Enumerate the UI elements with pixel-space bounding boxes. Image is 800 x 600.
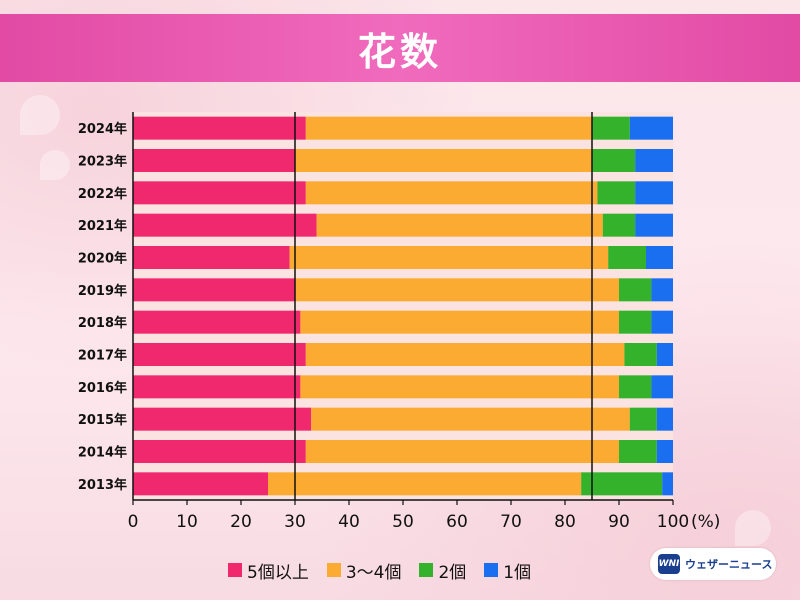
bar-2015年-2個 — [629, 407, 657, 431]
legend: 5個以上 3〜4個 2個 1個 — [228, 558, 531, 583]
x-unit-label: (%) — [691, 512, 720, 532]
bar-2022年-2個 — [597, 181, 636, 205]
bar-2018年-2個 — [619, 310, 652, 334]
legend-label-1: 1個 — [503, 562, 532, 583]
bar-2018年-3〜4個 — [300, 310, 619, 334]
bar-2017年-1個 — [656, 343, 673, 366]
legend-label-2: 2個 — [438, 562, 467, 583]
legend-item-5plus: 5個以上 — [228, 558, 309, 583]
y-tick-label: 2017年 — [78, 348, 127, 364]
legend-swatch-5plus — [228, 563, 242, 577]
bar-2023年-5個以上 — [133, 149, 295, 172]
legend-item-3to4: 3〜4個 — [326, 558, 402, 583]
x-tick-label: 100 — [657, 512, 689, 532]
bar-2017年-5個以上 — [133, 343, 306, 366]
bar-2017年-3〜4個 — [305, 343, 625, 366]
logo-text: ウェザーニュース — [685, 558, 773, 571]
plot-area — [133, 112, 673, 500]
x-tick-label: 80 — [554, 512, 576, 532]
bar-2024年-1個 — [629, 116, 673, 140]
bar-2018年-5個以上 — [133, 310, 301, 334]
x-tick-label: 0 — [128, 512, 139, 532]
bar-2020年-2個 — [608, 246, 646, 269]
bar-2018年-1個 — [651, 310, 673, 334]
legend-swatch-3to4 — [326, 563, 341, 577]
legend-item-2: 2個 — [419, 558, 466, 583]
bar-2021年-2個 — [602, 213, 636, 237]
bar-2015年-1個 — [656, 407, 673, 431]
bar-2024年-3〜4個 — [305, 116, 592, 140]
petal-decoration — [735, 510, 771, 546]
bar-2022年-3〜4個 — [305, 181, 598, 205]
y-tick-label: 2022年 — [78, 186, 127, 202]
weathernews-logo: WNI ウェザーニュース — [650, 548, 776, 580]
y-tick-label: 2020年 — [78, 251, 127, 267]
bar-2016年-3〜4個 — [300, 375, 619, 399]
bar-2017年-2個 — [624, 343, 657, 366]
y-tick-label: 2024年 — [78, 121, 127, 137]
x-tick-label: 90 — [608, 512, 630, 532]
bar-2019年-1個 — [651, 278, 673, 302]
y-tick-label: 2013年 — [78, 477, 127, 493]
x-tick-label: 40 — [338, 512, 360, 532]
bar-2021年-3〜4個 — [316, 213, 603, 237]
legend-label-5plus: 5個以上 — [247, 562, 309, 583]
y-tick-label: 2019年 — [78, 283, 127, 299]
bar-2013年-5個以上 — [133, 472, 268, 496]
logo-mark: WNI — [658, 554, 680, 574]
legend-swatch-1 — [484, 563, 499, 577]
x-tick-label: 20 — [230, 512, 252, 532]
legend-label-3to4: 3〜4個 — [345, 562, 402, 583]
bar-2016年-5個以上 — [133, 375, 301, 399]
bar-2014年-5個以上 — [133, 440, 306, 463]
x-tick-label: 60 — [446, 512, 468, 532]
bar-2016年-1個 — [651, 375, 673, 399]
bar-2021年-5個以上 — [133, 213, 317, 237]
bar-2014年-2個 — [619, 440, 657, 463]
legend-item-1: 1個 — [484, 558, 531, 583]
x-tick-label: 30 — [284, 512, 306, 532]
bar-2019年-5個以上 — [133, 278, 295, 302]
bar-2022年-1個 — [635, 181, 673, 205]
x-tick-label: 50 — [392, 512, 414, 532]
bar-2019年-3〜4個 — [295, 278, 619, 302]
x-tick-label: 70 — [500, 512, 522, 532]
bar-2021年-1個 — [635, 213, 673, 237]
bar-2024年-5個以上 — [133, 116, 306, 140]
bar-2014年-1個 — [656, 440, 673, 463]
bar-2023年-2個 — [592, 149, 636, 172]
bar-2013年-1個 — [662, 472, 673, 496]
petal-decoration — [20, 95, 60, 135]
bar-2023年-3〜4個 — [295, 149, 592, 172]
bar-2013年-3〜4個 — [268, 472, 582, 496]
bar-2015年-3〜4個 — [311, 407, 630, 431]
petal-decoration — [40, 150, 70, 180]
y-tick-label: 2015年 — [78, 412, 127, 428]
bar-2019年-2個 — [619, 278, 652, 302]
bar-2022年-5個以上 — [133, 181, 306, 205]
y-tick-label: 2021年 — [78, 218, 127, 234]
bar-2015年-5個以上 — [133, 407, 312, 431]
bar-2016年-2個 — [619, 375, 652, 399]
bar-2020年-5個以上 — [133, 246, 290, 269]
chart-title: 花数 — [357, 29, 442, 74]
title-band — [0, 14, 800, 82]
bar-2020年-1個 — [646, 246, 673, 269]
y-tick-label: 2014年 — [78, 445, 127, 461]
bar-2013年-2個 — [581, 472, 663, 496]
y-tick-label: 2023年 — [78, 154, 127, 170]
legend-swatch-2 — [419, 563, 434, 577]
y-tick-label: 2016年 — [78, 380, 127, 396]
y-tick-label: 2018年 — [78, 315, 127, 331]
bar-2020年-3〜4個 — [289, 246, 609, 269]
bar-2023年-1個 — [635, 149, 673, 172]
bar-2014年-3〜4個 — [305, 440, 619, 463]
x-tick-label: 10 — [176, 512, 198, 532]
bar-2024年-2個 — [592, 116, 630, 140]
